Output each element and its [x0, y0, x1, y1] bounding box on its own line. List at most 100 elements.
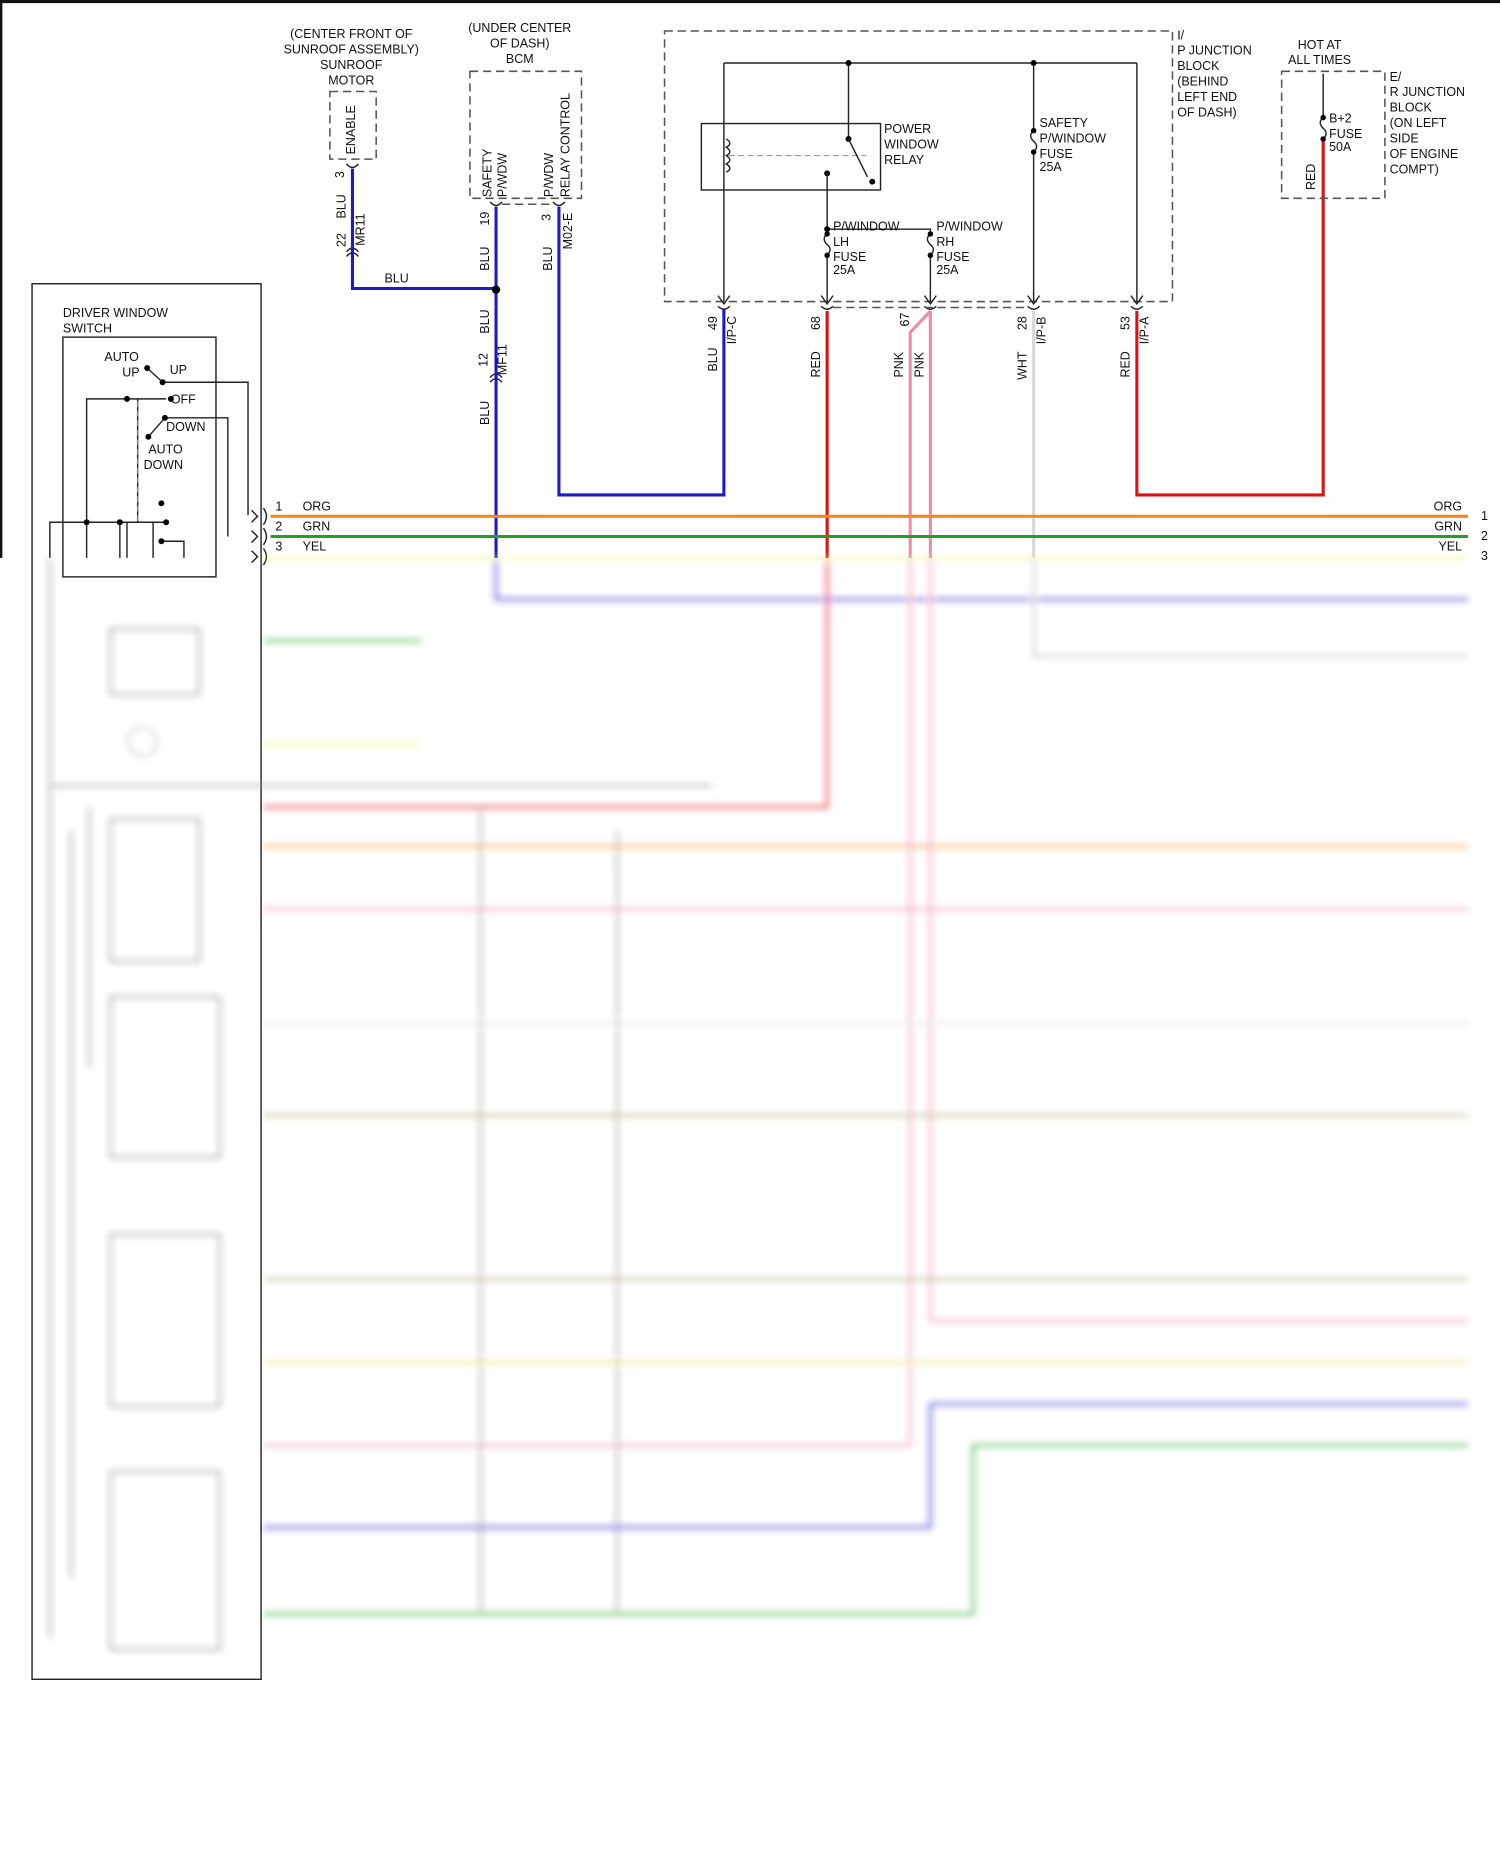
- pin-number: 2: [1481, 529, 1488, 543]
- switch-outer-box: [31, 283, 262, 1681]
- label: SUNROOF ASSEMBLY): [284, 43, 419, 57]
- label: (UNDER CENTER: [468, 21, 571, 35]
- pin-name: RELAY CONTROL: [559, 93, 573, 197]
- label: FUSE: [936, 250, 969, 264]
- pin-name: P/WDW: [496, 153, 510, 198]
- relay-coil-icon: [724, 138, 731, 173]
- sunroof-motor: (CENTER FRONT OF SUNROOF ASSEMBLY) SUNRO…: [284, 27, 419, 285]
- wire-blu-sunroof: [350, 168, 497, 291]
- label: RH: [936, 235, 954, 249]
- pin-number: 3: [540, 214, 554, 221]
- label: P/WINDOW: [936, 219, 1003, 233]
- pin-number: 3: [1481, 549, 1488, 563]
- label: 25A: [1040, 160, 1063, 174]
- bcm: (UNDER CENTER OF DASH) BCM SAFETY P/WDW …: [468, 21, 583, 425]
- er-junction-box: [1280, 70, 1386, 200]
- wire-color: ORG: [303, 499, 331, 513]
- label: FUSE: [833, 250, 866, 264]
- wire-color: GRN: [1434, 520, 1462, 534]
- label: (BEHIND: [1177, 75, 1228, 89]
- er-junction-block: HOT AT ALL TIMES E/ R JUNCTION BLOCK (ON…: [1280, 38, 1465, 200]
- wire-color: RED: [1119, 351, 1133, 377]
- pin-name: ENABLE: [344, 105, 358, 154]
- pin-number: 19: [478, 212, 492, 226]
- label: COMPT): [1390, 162, 1439, 176]
- wire-color: PNK: [892, 351, 906, 377]
- label: P/WINDOW: [833, 219, 900, 233]
- wire-color: BLU: [478, 246, 492, 270]
- pin-number: 1: [275, 499, 282, 513]
- label: RELAY: [884, 153, 925, 167]
- label: BLOCK: [1390, 101, 1433, 115]
- pin-number: 67: [898, 313, 912, 327]
- label: BCM: [506, 52, 534, 66]
- connector-id: MF11: [496, 344, 510, 375]
- label: P/WINDOW: [1040, 132, 1107, 146]
- wire-color: GRN: [303, 520, 331, 534]
- connector-arrows: [251, 509, 259, 564]
- label: 25A: [936, 263, 959, 277]
- position-label: UP: [122, 365, 139, 379]
- fuse-feed: [826, 173, 932, 302]
- power-window-relay: [700, 122, 882, 191]
- label: I/: [1177, 28, 1184, 42]
- sunroof-connector-box: [329, 90, 377, 160]
- wire-color: RED: [809, 351, 823, 377]
- label: SIDE: [1390, 132, 1419, 146]
- wire-color: RED: [1304, 164, 1318, 190]
- wire-color: BLU: [384, 272, 408, 286]
- label: (CENTER FRONT OF: [290, 27, 413, 41]
- pin-number: 49: [706, 316, 720, 330]
- connector-icon: [717, 305, 1144, 310]
- pin-name: P/WDW: [542, 153, 556, 198]
- label: 50A: [1329, 140, 1352, 154]
- wire-color: PNK: [912, 351, 926, 377]
- pin-number: 3: [333, 171, 347, 178]
- label: BLOCK: [1177, 59, 1220, 73]
- pin-number: 12: [477, 353, 491, 367]
- label: SWITCH: [63, 321, 112, 335]
- relay-switch-icon: [847, 138, 869, 178]
- wire-color: WHT: [1016, 351, 1030, 380]
- label: OF DASH): [1177, 105, 1237, 119]
- splice-dot: [491, 285, 501, 294]
- label: LH: [833, 235, 849, 249]
- fuse-icon: [1319, 73, 1327, 140]
- connector-id: I/P-B: [1034, 317, 1048, 345]
- connector-id: I/P-A: [1138, 316, 1152, 344]
- wire-blu-relay-control: [557, 206, 726, 497]
- ip-junction-block: I/ P JUNCTION BLOCK (BEHIND LEFT END OF …: [663, 28, 1252, 380]
- wire-color: BLU: [478, 401, 492, 425]
- connector-icon: [489, 201, 566, 207]
- wire-color: BLU: [706, 347, 720, 371]
- position-label: AUTO: [148, 442, 183, 456]
- wire-color: YEL: [303, 540, 327, 554]
- pin-number: 3: [275, 540, 282, 554]
- position-label: UP: [170, 363, 187, 377]
- connector-id: I/P-C: [725, 316, 739, 344]
- label: FUSE: [1329, 127, 1362, 141]
- connector-id: M02-E: [561, 213, 575, 250]
- label: WINDOW: [884, 137, 939, 151]
- label: ALL TIMES: [1288, 53, 1351, 67]
- label: SAFETY: [1040, 116, 1089, 130]
- pin-number: 28: [1016, 316, 1030, 330]
- label: DRIVER WINDOW: [63, 306, 168, 320]
- bus-lines: [723, 62, 1138, 302]
- label: SUNROOF: [320, 58, 383, 72]
- wire-color: BLU: [334, 194, 348, 218]
- label: E/: [1390, 70, 1402, 84]
- ip-junction-box: [663, 30, 1174, 303]
- pin-number: 53: [1119, 316, 1133, 330]
- label: HOT AT: [1298, 38, 1342, 52]
- wire-color: BLU: [478, 309, 492, 333]
- label: P JUNCTION: [1177, 44, 1252, 58]
- position-label: AUTO: [104, 350, 139, 364]
- pin-number: 68: [809, 316, 823, 330]
- pin-name: SAFETY: [480, 148, 494, 197]
- position-label: DOWN: [166, 420, 205, 434]
- label: OF ENGINE: [1390, 147, 1459, 161]
- driver-window-switch: DRIVER WINDOW SWITCH AUTO UP UP OFF DOWN…: [31, 283, 1488, 1681]
- wire-color: BLU: [541, 246, 555, 270]
- label: (ON LEFT: [1390, 116, 1447, 130]
